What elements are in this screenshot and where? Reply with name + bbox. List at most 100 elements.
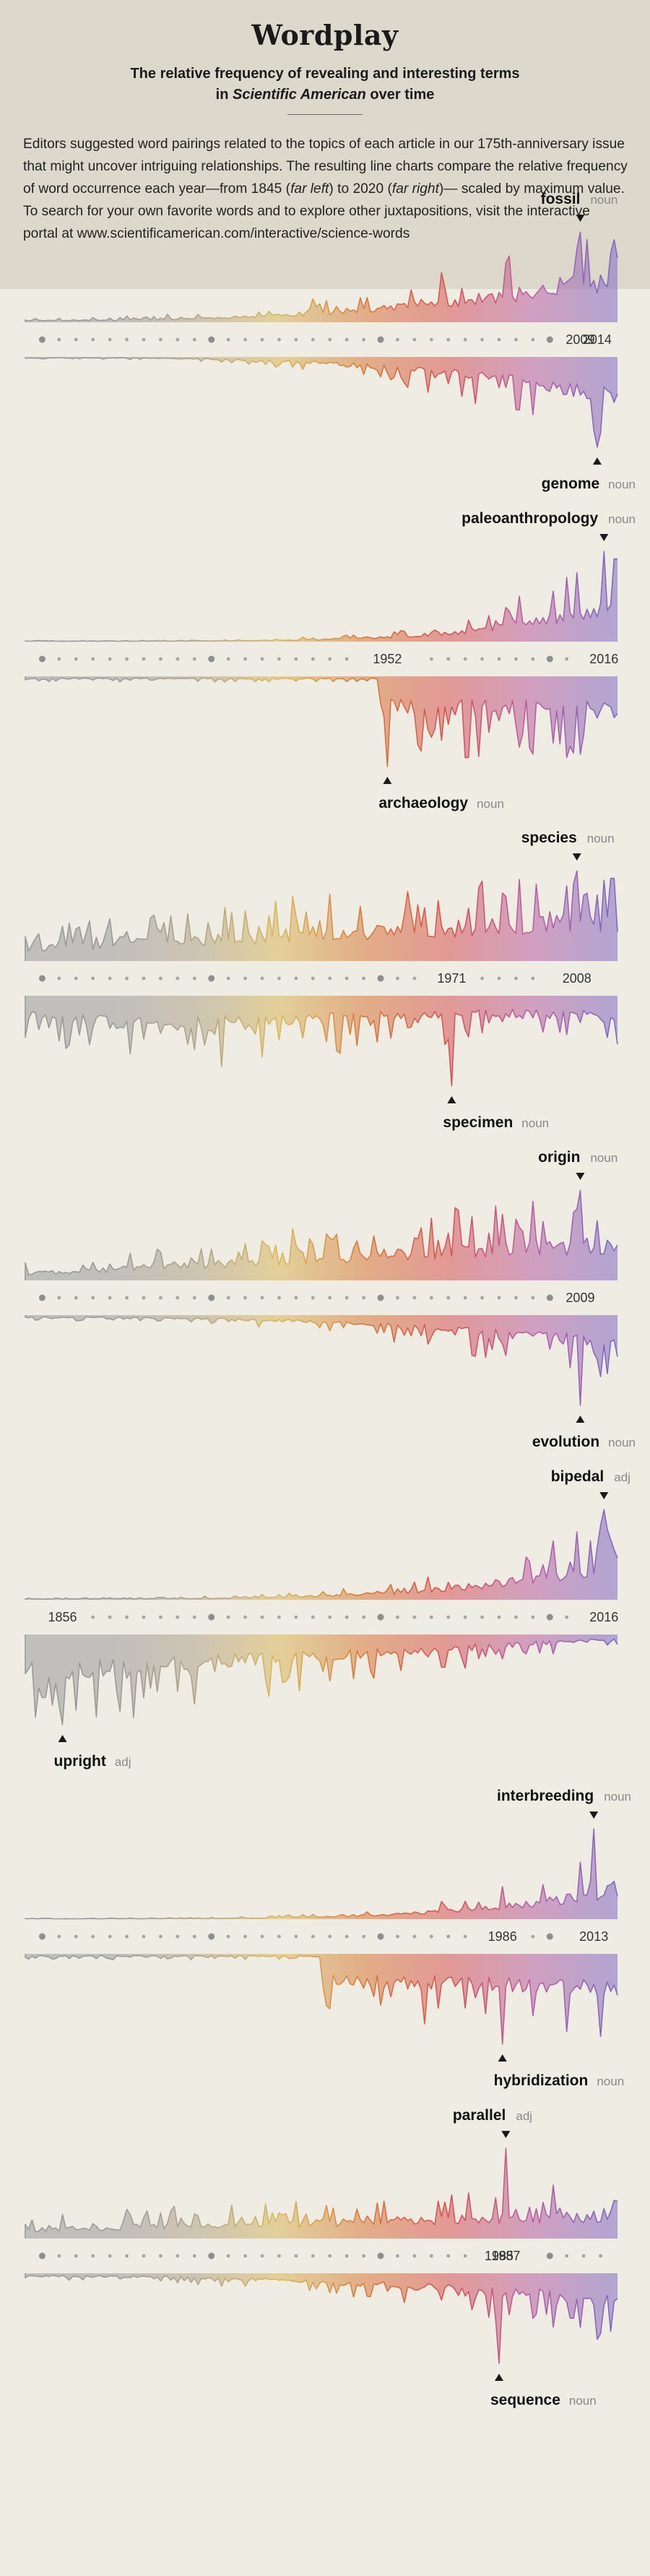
- axis-dot-1960: [412, 2254, 417, 2258]
- parallel-label: parallel: [453, 2107, 506, 2124]
- axis-year-1971: 1971: [437, 971, 466, 986]
- axis-dot-1975: [463, 1615, 467, 1619]
- axis-dot-1865: [91, 2254, 95, 2258]
- axis-dot-1850: [38, 1933, 46, 1940]
- axis-dot-1960: [412, 976, 417, 981]
- axis-dot-1865: [91, 657, 95, 661]
- axis-dot-1865: [91, 1615, 95, 1619]
- axis-dot-1860: [74, 976, 78, 981]
- axis-dot-1965: [429, 1615, 433, 1619]
- axis-dot-1935: [328, 2254, 332, 2258]
- fossil-area: [25, 232, 618, 322]
- axis-dot-2000: [546, 1933, 553, 1940]
- paleoanthropology-label: paleoanthropology: [462, 510, 598, 527]
- axis-dot-1990: [514, 337, 518, 342]
- axis-dot-1925: [294, 1934, 298, 1939]
- upright-pos: adj: [115, 1755, 131, 1769]
- axis-dot-1905: [226, 337, 230, 342]
- axis-dot-1995: [531, 1296, 535, 1300]
- axis-dot-1955: [396, 976, 399, 981]
- axis-dot-1980: [480, 657, 484, 661]
- axis-dot-1985: [497, 1296, 501, 1300]
- genome-label: genome: [542, 475, 600, 492]
- axis-dot-1920: [277, 657, 281, 661]
- axis-dot-1900: [208, 1294, 215, 1301]
- axis-dot-1855: [57, 976, 61, 981]
- axis-dot-1875: [125, 337, 129, 342]
- axis-dot-1990: [514, 976, 518, 981]
- axis-dot-1915: [260, 976, 264, 981]
- axis-year-2016: 2016: [589, 652, 618, 666]
- genome-pos: noun: [608, 478, 636, 491]
- axis-year-1952: 1952: [373, 652, 402, 666]
- axis-dot-1900: [208, 2252, 215, 2260]
- chart-species-specimen: 1971 2008 species noun specimen noun: [25, 830, 618, 1131]
- evolution-peak-marker: [576, 1416, 585, 1423]
- axis-dot-1945: [362, 1615, 365, 1619]
- sequence-line: [25, 2273, 618, 2364]
- origin-label: origin: [538, 1149, 580, 1166]
- specimen-pos: noun: [521, 1116, 549, 1130]
- subtitle-in: in: [215, 87, 233, 103]
- axis-dot-1905: [226, 1934, 230, 1939]
- axis-dot-1915: [260, 1615, 264, 1619]
- axis-dot-1895: [192, 1615, 196, 1619]
- axis-dot-1910: [243, 1615, 247, 1619]
- axis-dot-1955: [396, 1615, 399, 1619]
- axis-dot-1850: [38, 975, 46, 982]
- bipedal-peak-marker: [599, 1492, 609, 1499]
- axis-dot-1860: [74, 1296, 78, 1300]
- axis-dot-1870: [108, 976, 112, 981]
- axis-dot-1895: [192, 976, 196, 981]
- axis-dot-1940: [344, 337, 349, 342]
- axis-dot-1965: [429, 1934, 433, 1939]
- axis-dot-1875: [125, 976, 129, 981]
- axis-dot-1910: [243, 337, 247, 342]
- axis-dot-1880: [142, 2254, 146, 2258]
- origin-area: [25, 1190, 618, 1280]
- axis-dot-1850: [38, 336, 46, 343]
- evolution-area: [25, 1315, 618, 1405]
- axis-dot-2000: [546, 336, 553, 343]
- axis-dot-1895: [192, 1296, 196, 1300]
- axis-dot-1880: [142, 976, 146, 981]
- axis-dot-1920: [277, 337, 281, 342]
- axis-dot-1960: [412, 1615, 417, 1619]
- parallel-pos: adj: [516, 2109, 532, 2123]
- species-line: [25, 870, 618, 961]
- species-label: species: [521, 830, 577, 846]
- axis-dot-1900: [208, 1933, 215, 1940]
- parallel-area: [25, 2148, 618, 2239]
- axis-dot-1980: [480, 976, 484, 981]
- axis-dot-1925: [294, 1615, 298, 1619]
- axis-dot-1885: [159, 976, 162, 981]
- axis-dot-1930: [311, 1296, 315, 1300]
- axis-dot-1985: [497, 337, 501, 342]
- axis-dot-1930: [311, 337, 315, 342]
- axis-dot-1935: [328, 1934, 332, 1939]
- axis-year-2016: 2016: [589, 1610, 618, 1624]
- axis-dot-1900: [208, 1614, 215, 1621]
- axis-dot-1970: [446, 657, 451, 661]
- axis-dot-1930: [311, 2254, 315, 2258]
- subtitle-publication: Scientific American: [232, 87, 366, 103]
- intro-far-right: far right: [391, 181, 439, 197]
- chart-paleoanthropology-archaeology: 1952 2016 paleoanthropology noun archaeology…: [25, 510, 636, 811]
- archaeology-label: archaeology: [378, 795, 468, 811]
- fossil-label: fossil: [541, 191, 581, 207]
- interbreeding-line: [25, 1828, 618, 1920]
- axis-dot-1905: [226, 2254, 230, 2258]
- axis-dot-1950: [377, 2252, 384, 2260]
- chart-bipedal-upright: 1856 2016 bipedal adj upright adj: [25, 1468, 630, 1770]
- header: Wordplay The relative frequency of revea…: [0, 0, 650, 289]
- axis-dot-1950: [377, 1294, 384, 1301]
- hybridization-label: hybridization: [494, 2072, 589, 2089]
- specimen-line: [25, 996, 618, 1087]
- axis-dot-1895: [192, 2254, 196, 2258]
- axis-dot-1920: [277, 1615, 281, 1619]
- axis-dot-1920: [277, 2254, 281, 2258]
- axis-dot-2000: [546, 1294, 553, 1301]
- axis-dot-1905: [226, 976, 230, 981]
- archaeology-pos: noun: [477, 797, 504, 811]
- paleoanthropology-pos: noun: [608, 512, 636, 526]
